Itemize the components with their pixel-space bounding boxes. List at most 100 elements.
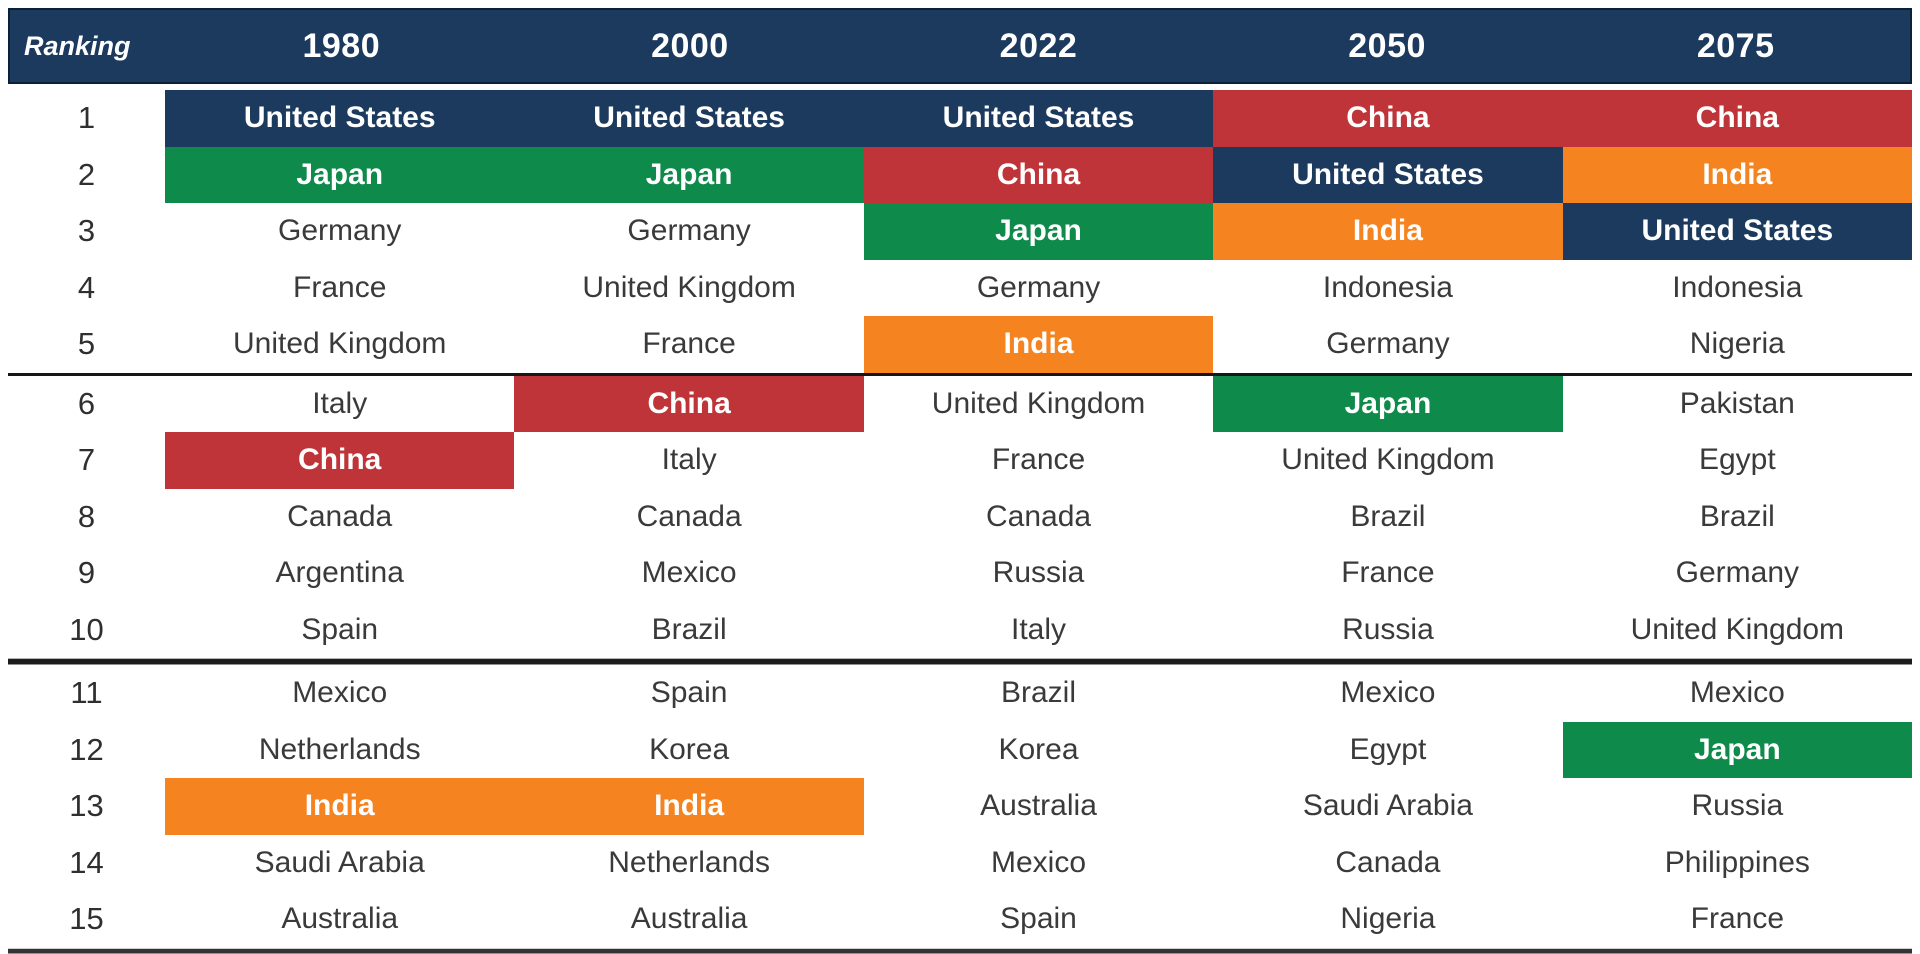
country-cell-2000-rank-3: Germany (627, 214, 751, 248)
rank-cell: 5 (77, 326, 96, 362)
country-cell-2000-rank-14: Netherlands (608, 845, 770, 879)
country-cell-2075-rank-13: Russia (1691, 789, 1784, 823)
country-cell-2050-rank-3: India (1213, 203, 1563, 260)
country-cell-1980-rank-9: Argentina (275, 556, 404, 590)
country-cell-2000-rank-6: China (514, 375, 864, 432)
country-cell-2050-rank-10: Russia (1342, 612, 1434, 646)
rank-cell: 9 (77, 555, 96, 591)
country-cell-2000-rank-11: Spain (650, 676, 728, 710)
rank-cell: 7 (77, 442, 96, 478)
country-cell-1980-rank-15: Australia (281, 902, 399, 936)
country-cell-2000-rank-1: United States (514, 90, 864, 147)
table-row: 12 Netherlands Korea Korea Egypt Japan (8, 721, 1913, 778)
table-row: 8 Canada Canada Canada Brazil Brazil (8, 489, 1912, 546)
country-cell-2022-rank-9: Russia (992, 556, 1085, 590)
country-cell-2075-rank-14: Philippines (1664, 845, 1810, 879)
header-year-2022: 2022 (999, 26, 1078, 65)
country-cell-2075-rank-9: Germany (1675, 556, 1800, 590)
country-cell-2075-rank-8: Brazil (1699, 499, 1775, 533)
table-bottom-border (8, 947, 1912, 954)
country-cell-2022-rank-13: Australia (980, 789, 1097, 823)
country-cell-1980-rank-6: Italy (312, 386, 368, 420)
country-cell-2050-rank-13: Saudi Arabia (1302, 789, 1473, 823)
table-row: 1 United States United States United States… (8, 90, 1913, 147)
country-cell-2022-rank-5: India (863, 316, 1214, 373)
table-row: 10 Spain Brazil Italy Russia United Kingdom (8, 602, 1912, 659)
header-year-2000: 2000 (651, 26, 729, 65)
country-cell-2050-rank-4: Indonesia (1322, 270, 1453, 304)
rank-cell: 11 (70, 675, 103, 711)
country-cell-1980-rank-11: Mexico (292, 676, 388, 710)
country-cell-2075-rank-10: United Kingdom (1630, 612, 1845, 646)
country-cell-2000-rank-15: Australia (630, 902, 748, 936)
header-ranking-label: Ranking (24, 30, 131, 61)
country-cell-2050-rank-11: Mexico (1340, 676, 1436, 710)
country-cell-2050-rank-2: United States (1213, 146, 1563, 203)
country-cell-2050-rank-6: Japan (1213, 375, 1563, 432)
country-cell-1980-rank-7: China (165, 432, 515, 489)
country-cell-1980-rank-5: United Kingdom (232, 327, 447, 361)
table-body: 1 United States United States United States… (8, 90, 1913, 948)
country-cell-2050-rank-5: Germany (1326, 327, 1450, 361)
country-cell-2022-rank-11: Brazil (1001, 676, 1077, 710)
country-cell-2050-rank-8: Brazil (1350, 499, 1426, 533)
country-cell-2022-rank-14: Mexico (991, 845, 1087, 879)
rank-cell: 3 (77, 213, 96, 249)
country-cell-2000-rank-9: Mexico (641, 556, 737, 590)
country-cell-1980-rank-10: Spain (301, 612, 379, 646)
country-cell-2075-rank-11: Mexico (1689, 676, 1785, 710)
table-row: 3 Germany Germany Japan India United States (8, 203, 1913, 260)
country-cell-2022-rank-15: Spain (1000, 902, 1077, 936)
country-cell-2075-rank-3: United States (1562, 203, 1913, 260)
country-cell-1980-rank-1: United States (165, 90, 515, 147)
country-cell-2075-rank-7: Egypt (1698, 443, 1776, 477)
table-row: 2 Japan Japan China United States India (8, 146, 1913, 203)
table-row: 4 France United Kingdom Germany Indonesia Ind… (8, 260, 1912, 317)
group-divider (8, 372, 1912, 376)
country-cell-1980-rank-2: Japan (165, 146, 515, 203)
country-cell-2050-rank-12: Egypt (1349, 732, 1427, 766)
rank-cell: 1 (77, 100, 96, 136)
country-cell-2075-rank-15: France (1690, 902, 1785, 936)
table-row: 7 China Italy France United Kingdom Egypt (8, 432, 1912, 489)
rank-cell: 6 (77, 385, 96, 421)
country-cell-1980-rank-13: India (165, 778, 515, 835)
table-row: 11 Mexico Spain Brazil Mexico Mexico (8, 665, 1912, 722)
table-row: 13 India India Australia Saudi Arabia Russia (8, 778, 1912, 835)
country-cell-2000-rank-5: France (642, 327, 736, 361)
country-cell-2050-rank-9: France (1341, 556, 1435, 590)
country-cell-2050-rank-15: Nigeria (1340, 902, 1436, 936)
country-cell-2000-rank-8: Canada (636, 499, 742, 533)
country-cell-1980-rank-14: Saudi Arabia (254, 845, 425, 879)
rank-cell: 4 (77, 269, 96, 305)
country-cell-1980-rank-3: Germany (278, 214, 402, 248)
rank-cell: 8 (77, 498, 96, 534)
country-cell-2022-rank-3: Japan (863, 203, 1214, 260)
country-cell-2050-rank-1: China (1213, 90, 1563, 147)
country-cell-2022-rank-10: Italy (1011, 612, 1067, 646)
country-cell-2000-rank-12: Korea (649, 732, 730, 766)
country-cell-2022-rank-7: France (991, 443, 1086, 477)
country-cell-2075-rank-12: Japan (1562, 721, 1913, 778)
country-cell-2000-rank-10: Brazil (651, 612, 727, 646)
country-cell-2000-rank-7: Italy (661, 443, 717, 477)
country-cell-1980-rank-12: Netherlands (258, 732, 421, 766)
country-cell-2000-rank-2: Japan (514, 146, 864, 203)
table-row: 15 Australia Australia Spain Nigeria France (8, 891, 1912, 948)
country-cell-2075-rank-4: Indonesia (1672, 270, 1803, 304)
group-divider (8, 658, 1912, 665)
country-cell-2000-rank-4: United Kingdom (582, 270, 796, 304)
rank-cell: 15 (69, 901, 104, 937)
header-gap (8, 84, 1912, 90)
country-cell-1980-rank-8: Canada (287, 499, 393, 533)
country-cell-2022-rank-2: China (863, 146, 1214, 203)
header-year-1980: 1980 (302, 26, 381, 65)
country-cell-2075-rank-2: India (1562, 146, 1913, 203)
table-row: 14 Saudi Arabia Netherlands Mexico Canada Phi… (8, 835, 1912, 892)
table-header: Ranking 1980 2000 2022 2050 2075 (8, 8, 1912, 84)
rank-cell: 12 (69, 731, 104, 767)
country-cell-2022-rank-1: United States (863, 90, 1214, 147)
country-cell-2075-rank-1: China (1562, 90, 1913, 147)
table-row: 5 United Kingdom France India Germany Nigeria (8, 316, 1912, 373)
country-cell-2050-rank-7: United Kingdom (1281, 443, 1495, 477)
